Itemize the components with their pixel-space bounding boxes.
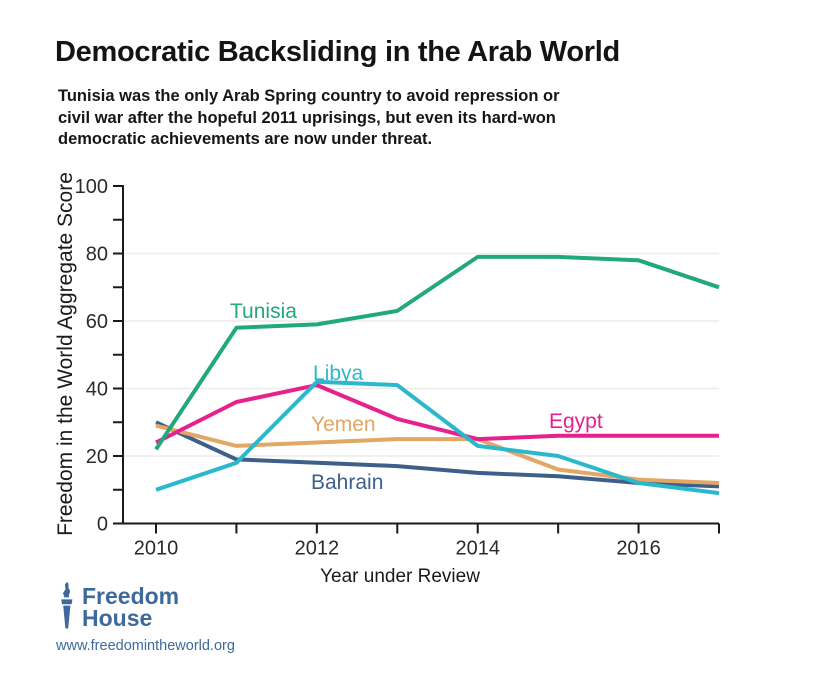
freedom-house-logo: Freedom House	[56, 582, 179, 630]
y-tick-label-100: 100	[75, 176, 108, 198]
logo-wordmark: Freedom House	[82, 582, 180, 631]
chart-subtitle: Tunisia was the only Arab Spring country…	[58, 86, 560, 151]
series-label-tunisia: Tunisia	[230, 300, 297, 323]
footer-url: www.freedomintheworld.org	[56, 638, 235, 654]
subtitle-line-3: democratic achievements are now under th…	[58, 130, 433, 148]
x-tick-label-2012: 2012	[295, 538, 340, 560]
x-tick-label-2016: 2016	[616, 538, 661, 560]
y-tick-label-60: 60	[86, 311, 108, 333]
y-tick-label-20: 20	[86, 446, 108, 468]
series-label-libya: Libya	[313, 362, 364, 385]
logo-line-1: Freedom	[82, 583, 180, 609]
series-label-yemen: Yemen	[311, 413, 376, 436]
torch-icon	[61, 582, 73, 629]
chart-line-egypt	[155, 383, 719, 445]
series-label-egypt: Egypt	[549, 410, 603, 433]
logo-line-2: House	[82, 605, 153, 631]
x-tick-label-2014: 2014	[455, 538, 500, 560]
x-axis-title: Year under Review	[320, 566, 480, 587]
y-tick-label-80: 80	[86, 244, 108, 266]
chart-line-tunisia	[154, 254, 720, 451]
chart-line-bahrain	[155, 420, 720, 489]
subtitle-line-1: Tunisia was the only Arab Spring country…	[58, 87, 560, 105]
y-axis-title: Freedom in the World Aggregate Score	[54, 172, 77, 536]
y-tick-label-40: 40	[86, 379, 108, 401]
subtitle-line-2: civil war after the hopeful 2011 uprisin…	[58, 108, 556, 127]
chart-line-libya	[155, 379, 720, 496]
y-tick-label-0: 0	[97, 514, 108, 536]
x-tick-label-2010: 2010	[134, 538, 179, 560]
series-label-bahrain: Bahrain	[311, 471, 383, 494]
chart-title: Democratic Backsliding in the Arab World	[55, 36, 620, 68]
